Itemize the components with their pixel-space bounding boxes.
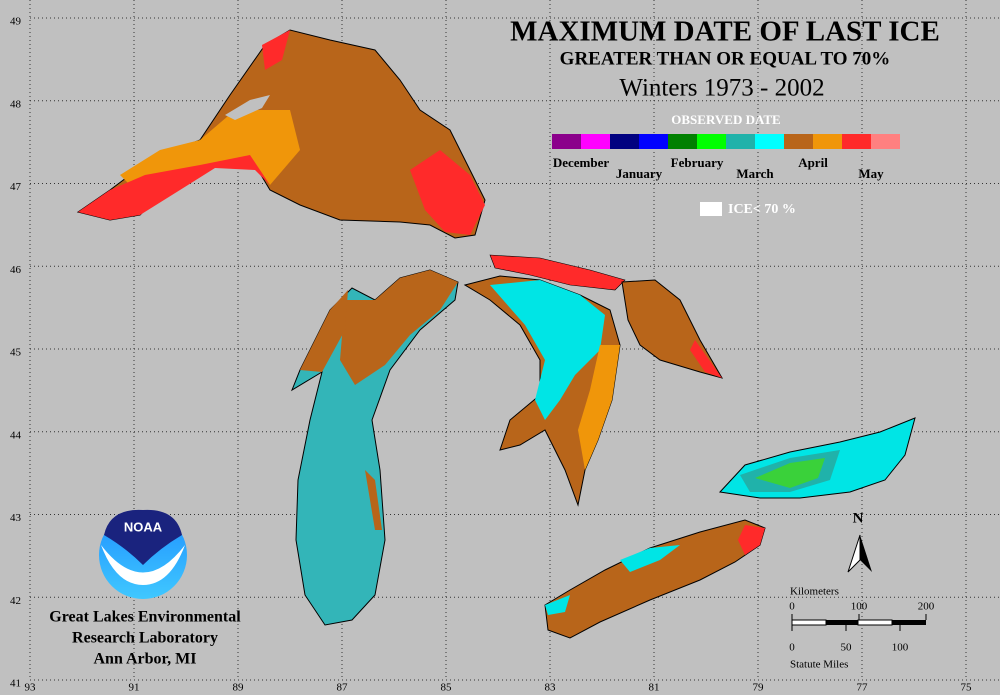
longitude-label: 93 (25, 682, 37, 694)
longitude-label: 87 (337, 682, 349, 694)
legend-label: December (553, 155, 610, 170)
legend-label: January (616, 166, 663, 181)
longitude-label: 81 (649, 682, 660, 694)
legend-swatch (813, 134, 842, 149)
ice-label: ICE< 70 % (728, 202, 796, 217)
longitude-label: 75 (961, 682, 973, 694)
legend-swatch (755, 134, 784, 149)
scale-mi-label: Statute Miles (790, 659, 848, 671)
ice-area (365, 470, 382, 530)
ice-area (300, 290, 348, 372)
scale-km-tick: 0 (789, 601, 795, 613)
scale-km-label: Kilometers (790, 586, 839, 598)
longitude-label: 89 (233, 682, 245, 694)
legend: December January February March April May (552, 134, 900, 181)
logo-text: NOAA (124, 519, 163, 534)
longitude-label: 83 (545, 682, 557, 694)
ice-area (490, 280, 605, 420)
logo-top (104, 509, 182, 565)
isle (225, 95, 270, 120)
legend-swatch (871, 134, 900, 149)
scale-km-tick: 200 (918, 601, 935, 613)
period: Winters 1973 - 2002 (619, 75, 824, 102)
latitude-label: 47 (10, 181, 22, 193)
credit-line: Ann Arbor, MI (94, 651, 197, 668)
lakes (76, 29, 916, 639)
ice-area (738, 525, 765, 555)
ice-area (620, 545, 680, 572)
scale-mi-tick: 50 (841, 642, 853, 654)
ice-area (545, 595, 570, 615)
credit-line: Great Lakes Environmental (49, 609, 241, 626)
scale-mi-tick: 100 (892, 642, 909, 654)
scale-bar: 0 100 200 0 50 100 (789, 601, 935, 654)
title: MAXIMUM DATE OF LAST ICE (510, 16, 940, 48)
legend-swatch (552, 134, 581, 149)
lake-erie (544, 519, 766, 639)
north-label: N (853, 510, 864, 526)
scale-km-tick: 100 (851, 601, 868, 613)
longitude-label: 77 (857, 682, 869, 694)
subtitle: GREATER THAN OR EQUAL TO 70% (560, 48, 891, 69)
latitude-label: 44 (10, 429, 22, 441)
scale-segment (892, 620, 926, 625)
legend-swatch (784, 134, 813, 149)
noaa-logo: NOAA (99, 509, 187, 599)
scale-segment (857, 619, 893, 626)
longitude-label: 79 (753, 682, 765, 694)
latitude-label: 49 (10, 16, 22, 28)
ice-area (578, 345, 620, 470)
ice-area (340, 270, 458, 385)
latitude-label: 41 (10, 678, 21, 690)
legend-swatch (842, 134, 871, 149)
ice-area (78, 155, 270, 220)
north-channel (489, 254, 626, 291)
ice-area (755, 458, 825, 488)
latitude-label: 43 (10, 512, 22, 524)
scale-mi-tick: 0 (789, 642, 795, 654)
legend-swatch (697, 134, 726, 149)
legend-swatch (726, 134, 755, 149)
legend-label: May (858, 166, 884, 181)
scale-segment (826, 620, 858, 625)
credit-line: Research Laboratory (72, 630, 218, 647)
legend-label: April (798, 155, 828, 170)
logo-gull (101, 545, 185, 585)
legend-swatch (581, 134, 610, 149)
latitude-label: 46 (10, 264, 22, 276)
legend-title: OBSERVED DATE (671, 112, 780, 127)
legend-label: March (736, 166, 774, 181)
latitude-label: 45 (10, 347, 22, 359)
north-arrow (847, 534, 861, 573)
latitude-label: 48 (10, 98, 22, 110)
ice-swatch (700, 202, 722, 216)
longitude-label: 91 (129, 682, 140, 694)
scale-segment (791, 619, 827, 626)
latitude-label: 42 (10, 595, 21, 607)
legend-swatch (610, 134, 639, 149)
ice-area (262, 30, 290, 70)
legend-swatch (668, 134, 697, 149)
legend-label: February (671, 155, 724, 170)
ice-area (690, 340, 722, 378)
ice-area (410, 150, 485, 235)
legend-swatch (639, 134, 668, 149)
longitude-label: 85 (441, 682, 453, 694)
north-arrow (860, 535, 872, 572)
